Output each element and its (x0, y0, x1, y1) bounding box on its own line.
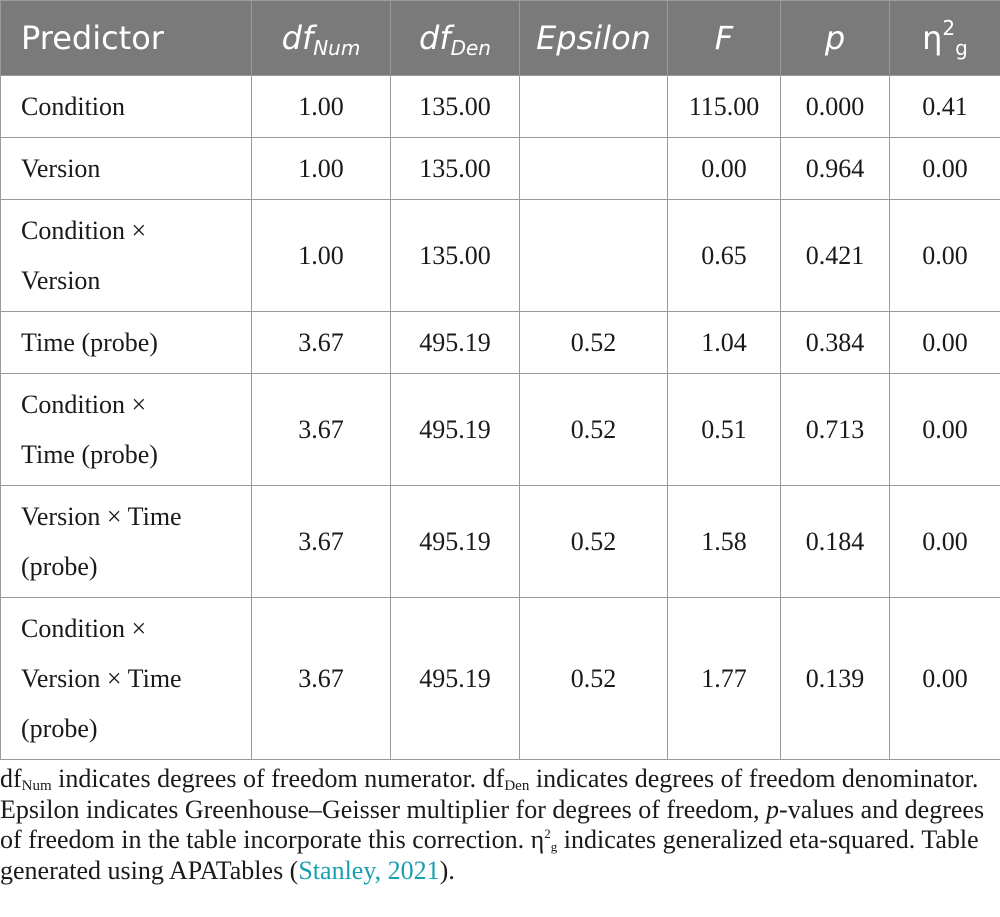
cell-eta: 0.00 (889, 373, 1000, 486)
predictor-line: Time (probe) (21, 439, 158, 469)
cell-epsilon: 0.52 (519, 597, 668, 760)
cell-df-den: 135.00 (390, 137, 520, 200)
cell-f: 1.04 (667, 311, 781, 374)
cell-predictor: Version × Time (probe) (0, 485, 252, 598)
cell-df-num: 1.00 (251, 137, 391, 200)
cell-f: 0.65 (667, 199, 781, 312)
cell-eta: 0.00 (889, 199, 1000, 312)
predictor-line: Version (21, 153, 101, 183)
header-epsilon: Epsilon (519, 0, 668, 76)
cell-df-den: 495.19 (390, 597, 520, 760)
predictor-line: (probe) (21, 713, 98, 743)
cell-df-num: 3.67 (251, 485, 391, 598)
cell-f: 1.77 (667, 597, 781, 760)
cell-f: 1.58 (667, 485, 781, 598)
cell-df-den: 495.19 (390, 485, 520, 598)
predictor-line: Condition × (21, 613, 147, 643)
cell-p: 0.184 (780, 485, 890, 598)
cell-df-num: 1.00 (251, 199, 391, 312)
cell-p: 0.139 (780, 597, 890, 760)
cell-epsilon: 0.52 (519, 311, 668, 374)
cell-df-den: 495.19 (390, 373, 520, 486)
cell-f: 115.00 (667, 75, 781, 138)
table-note: dfNum indicates degrees of freedom numer… (0, 764, 985, 885)
header-predictor: Predictor (0, 0, 252, 76)
predictor-line: (probe) (21, 551, 98, 581)
table-row: Version × Time (probe) 3.67 495.19 0.52 1.58 0… (0, 485, 1000, 598)
table-row: Condition × Version × Time (probe) 3.67 495.… (0, 597, 1000, 760)
predictor-line: Version (21, 265, 101, 295)
cell-eta: 0.00 (889, 137, 1000, 200)
table-row: Time (probe) 3.67 495.19 0.52 1.04 0.384 0.00 (0, 311, 1000, 374)
table-body: Condition 1.00 135.00 115.00 0.000 0.41 Versio… (0, 75, 1000, 760)
cell-predictor: Condition × Version × Time (probe) (0, 597, 252, 760)
predictor-line: Version × Time (21, 501, 182, 531)
table-row: Version 1.00 135.00 0.00 0.964 0.00 (0, 137, 1000, 200)
cell-df-num: 3.67 (251, 597, 391, 760)
citation-link[interactable]: Stanley, 2021 (298, 855, 440, 885)
cell-epsilon: 0.52 (519, 485, 668, 598)
cell-epsilon (519, 137, 668, 200)
cell-epsilon (519, 75, 668, 138)
cell-p: 0.421 (780, 199, 890, 312)
predictor-line: Time (probe) (21, 327, 158, 357)
cell-predictor: Time (probe) (0, 311, 252, 374)
cell-p: 0.384 (780, 311, 890, 374)
cell-df-den: 495.19 (390, 311, 520, 374)
table-row: Condition × Version 1.00 135.00 0.65 0.421 0.0… (0, 199, 1000, 312)
header-row: Predictor dfNum dfDen Epsilon F p η2g (0, 0, 1000, 76)
header-df-den: dfDen (390, 0, 520, 76)
cell-df-num: 3.67 (251, 311, 391, 374)
cell-predictor: Condition (0, 75, 252, 138)
cell-eta: 0.00 (889, 597, 1000, 760)
cell-predictor: Version (0, 137, 252, 200)
predictor-line: Version × Time (21, 663, 182, 693)
cell-df-num: 1.00 (251, 75, 391, 138)
header-p: p (780, 0, 890, 76)
cell-p: 0.713 (780, 373, 890, 486)
cell-f: 0.51 (667, 373, 781, 486)
cell-eta: 0.00 (889, 485, 1000, 598)
cell-epsilon: 0.52 (519, 373, 668, 486)
cell-eta: 0.00 (889, 311, 1000, 374)
cell-p: 0.964 (780, 137, 890, 200)
cell-predictor: Condition × Version (0, 199, 252, 312)
cell-epsilon (519, 199, 668, 312)
cell-f: 0.00 (667, 137, 781, 200)
cell-eta: 0.41 (889, 75, 1000, 138)
cell-df-num: 3.67 (251, 373, 391, 486)
predictor-line: Condition (21, 91, 126, 121)
header-eta-squared: η2g (889, 0, 1000, 76)
table-row: Condition × Time (probe) 3.67 495.19 0.52 0.5… (0, 373, 1000, 486)
anova-table: Predictor dfNum dfDen Epsilon F p η2g Co… (0, 0, 1000, 760)
cell-df-den: 135.00 (390, 75, 520, 138)
predictor-line: Condition × (21, 389, 147, 419)
cell-p: 0.000 (780, 75, 890, 138)
header-f: F (667, 0, 781, 76)
predictor-line: Condition × (21, 215, 147, 245)
cell-df-den: 135.00 (390, 199, 520, 312)
cell-predictor: Condition × Time (probe) (0, 373, 252, 486)
header-df-num: dfNum (251, 0, 391, 76)
table-row: Condition 1.00 135.00 115.00 0.000 0.41 (0, 75, 1000, 138)
